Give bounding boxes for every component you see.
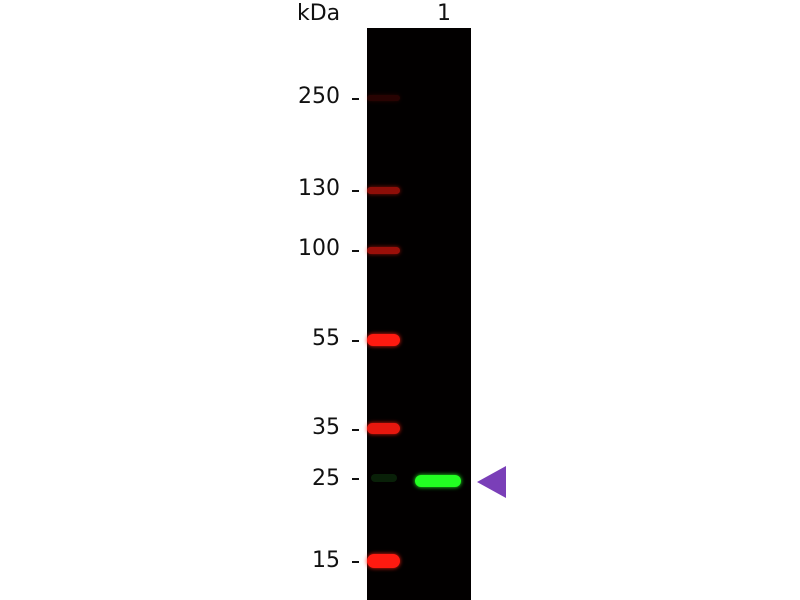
target-band-lane-1 [415, 475, 461, 487]
marker-tick [352, 429, 359, 431]
blot-membrane [367, 28, 471, 600]
marker-tick [352, 190, 359, 192]
marker-35-label: 35 [312, 415, 340, 440]
marker-tick [352, 98, 359, 100]
marker-tick [352, 250, 359, 252]
kda-axis-label: kDa [297, 1, 341, 26]
ladder-band-25 [371, 474, 397, 482]
ladder-band-55 [367, 334, 400, 346]
marker-15-label: 15 [312, 548, 340, 573]
marker-250-label: 250 [298, 84, 340, 109]
marker-130-label: 130 [298, 176, 340, 201]
marker-tick [352, 561, 359, 563]
ladder-band-100 [367, 247, 400, 254]
ladder-band-35 [367, 423, 400, 434]
target-arrow-icon [477, 466, 506, 498]
marker-100-label: 100 [298, 236, 340, 261]
ladder-band-250 [367, 95, 400, 101]
lane-1-label: 1 [437, 1, 451, 26]
ladder-band-130 [367, 187, 400, 194]
marker-25-label: 25 [312, 466, 340, 491]
marker-tick [352, 478, 359, 480]
marker-tick [352, 340, 359, 342]
ladder-band-15 [367, 554, 400, 568]
marker-55-label: 55 [312, 326, 340, 351]
